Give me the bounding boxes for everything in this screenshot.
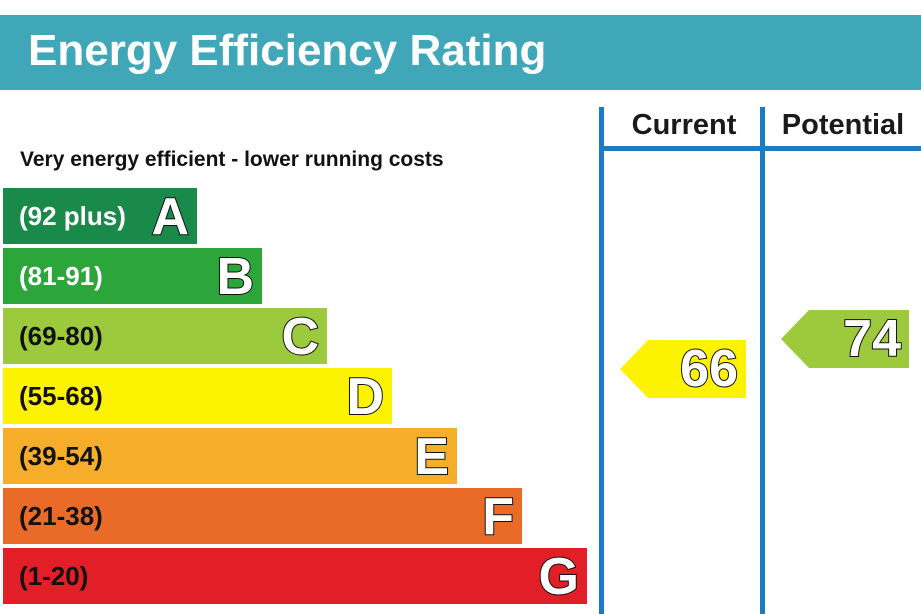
band-b: (81-91) B	[3, 247, 262, 307]
current-column-left-border	[599, 107, 604, 614]
band-f: (21-38) F	[3, 487, 522, 547]
current-arrow-shape	[620, 340, 746, 398]
current-rating-arrow: 66	[620, 339, 746, 399]
band-b-letter: B	[215, 247, 255, 307]
current-rating-value: 66	[679, 339, 739, 399]
band-a-letter: A	[150, 187, 190, 247]
potential-rating-value: 74	[842, 309, 902, 369]
potential-arrow-shape	[781, 310, 909, 368]
band-a: (92 plus) A	[3, 187, 197, 247]
band-d-range: (55-68)	[19, 381, 103, 411]
band-d-letter: D	[345, 367, 385, 427]
column-header-divider	[599, 146, 921, 151]
header-bar: Energy Efficiency Rating	[0, 15, 921, 90]
band-e: (39-54) E	[3, 427, 457, 487]
potential-arrow-polygon	[781, 310, 909, 368]
band-d: (55-68) D	[3, 367, 392, 427]
current-arrow-polygon	[620, 340, 746, 398]
band-c-range: (69-80)	[19, 321, 103, 351]
potential-column-left-border	[760, 107, 765, 614]
band-e-letter: E	[413, 427, 450, 487]
top-efficiency-label: Very energy efficient - lower running co…	[20, 148, 444, 171]
band-b-range: (81-91)	[19, 261, 103, 291]
potential-rating-arrow: 74	[781, 309, 909, 369]
band-c: (69-80) C	[3, 307, 327, 367]
band-a-range: (92 plus)	[19, 201, 126, 231]
band-f-letter: F	[481, 487, 515, 547]
band-g: (1-20) G	[3, 547, 587, 607]
potential-column-header: Potential	[781, 109, 905, 141]
band-g-range: (1-20)	[19, 561, 89, 591]
band-c-letter: C	[280, 307, 320, 367]
band-g-letter: G	[538, 547, 580, 607]
band-e-range: (39-54)	[19, 441, 103, 471]
current-column-header: Current	[631, 109, 737, 141]
band-f-range: (21-38)	[19, 501, 103, 531]
page-title: Energy Efficiency Rating	[28, 26, 547, 75]
